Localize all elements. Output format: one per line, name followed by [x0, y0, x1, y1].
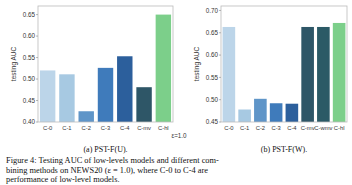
y-tick	[219, 77, 221, 78]
plot-frame	[38, 6, 173, 122]
bar	[40, 70, 55, 122]
x-tick-label: C-hl	[334, 125, 345, 131]
y-tick-label: 0.65	[206, 29, 219, 36]
bar	[98, 68, 113, 122]
x-tick-label: C-2	[256, 125, 265, 131]
x-tick-label: C-0	[224, 125, 233, 131]
bar	[254, 99, 267, 122]
subplot: 0.45 0.50 0.55 0.60 0.65 0.70 C-0 C-1 C-2 C-3 C-4 C…	[193, 6, 347, 154]
y-tick-label: 0.50	[206, 96, 219, 103]
x-tick-label: C-1	[240, 125, 249, 131]
y-tick	[219, 32, 221, 33]
caption-line: Figure 4: Testing AUC of low-levels mode…	[6, 156, 219, 165]
bar	[317, 27, 330, 122]
caption-line: performance of low-level models.	[6, 175, 119, 184]
x-tick-label: C-3	[271, 125, 280, 131]
annotation: ε=1.0	[171, 132, 187, 139]
y-tick-label: 0.55	[206, 74, 219, 81]
subplot: 0.40 0.45 0.50 0.55 0.60 0.65 C-0 C-1 C-2 C-3 C-4 C…	[10, 6, 187, 154]
x-tick-label: C-4	[287, 125, 297, 131]
y-tick-label: 0.50	[23, 75, 36, 82]
x-tick-label: C-1	[62, 125, 71, 131]
y-tick	[219, 55, 221, 56]
y-tick	[36, 79, 38, 80]
bar	[156, 15, 171, 122]
y-tick	[219, 99, 221, 100]
y-tick	[36, 122, 38, 123]
bar	[286, 104, 299, 122]
bars	[40, 15, 171, 122]
x-tick-label: C-wmv	[314, 125, 332, 131]
bar	[301, 27, 314, 122]
bar	[117, 56, 132, 122]
y-tick	[36, 100, 38, 101]
caption-line: bining methods on NEWS20 (ε = 1.0), wher…	[6, 166, 208, 175]
bars	[223, 23, 346, 122]
y-axis-label: testing AUC	[193, 47, 201, 82]
subplot-title: (b) PST-F(W).	[261, 145, 307, 154]
y-tick	[36, 57, 38, 58]
bar	[136, 87, 151, 122]
y-tick	[219, 10, 221, 11]
x-tick-label: C-2	[82, 125, 91, 131]
bar	[223, 27, 236, 122]
x-tick-label: C-3	[101, 125, 110, 131]
x-tick-label: C-mv	[137, 125, 151, 131]
y-tick	[219, 122, 221, 123]
y-tick-label: 0.40	[23, 118, 36, 125]
y-tick-label: 0.45	[23, 97, 36, 104]
y-tick-label: 0.70	[206, 7, 219, 14]
x-tick-label: C-4	[120, 125, 130, 131]
y-tick-label: 0.65	[23, 11, 36, 18]
bar	[79, 111, 94, 122]
subplot-title: (a) PST-F(U).	[83, 145, 127, 154]
y-tick	[36, 14, 38, 15]
x-tick-label: C-hl	[158, 125, 169, 131]
figure: 0.40 0.45 0.50 0.55 0.60 0.65 C-0 C-1 C-2 C-3 C-4 C…	[0, 0, 352, 185]
y-tick-label: 0.60	[23, 32, 36, 39]
y-tick-label: 0.55	[23, 54, 36, 61]
y-tick-label: 0.60	[206, 51, 219, 58]
x-tick-label: C-mv	[301, 125, 315, 131]
bar	[238, 110, 251, 122]
y-tick	[36, 36, 38, 37]
bar	[270, 103, 283, 122]
plot-frame	[221, 6, 347, 122]
bar	[333, 23, 346, 122]
x-tick-label: C-0	[43, 125, 52, 131]
bar	[59, 74, 74, 122]
y-axis-label: testing AUC	[10, 47, 18, 82]
y-tick-label: 0.45	[206, 118, 219, 125]
